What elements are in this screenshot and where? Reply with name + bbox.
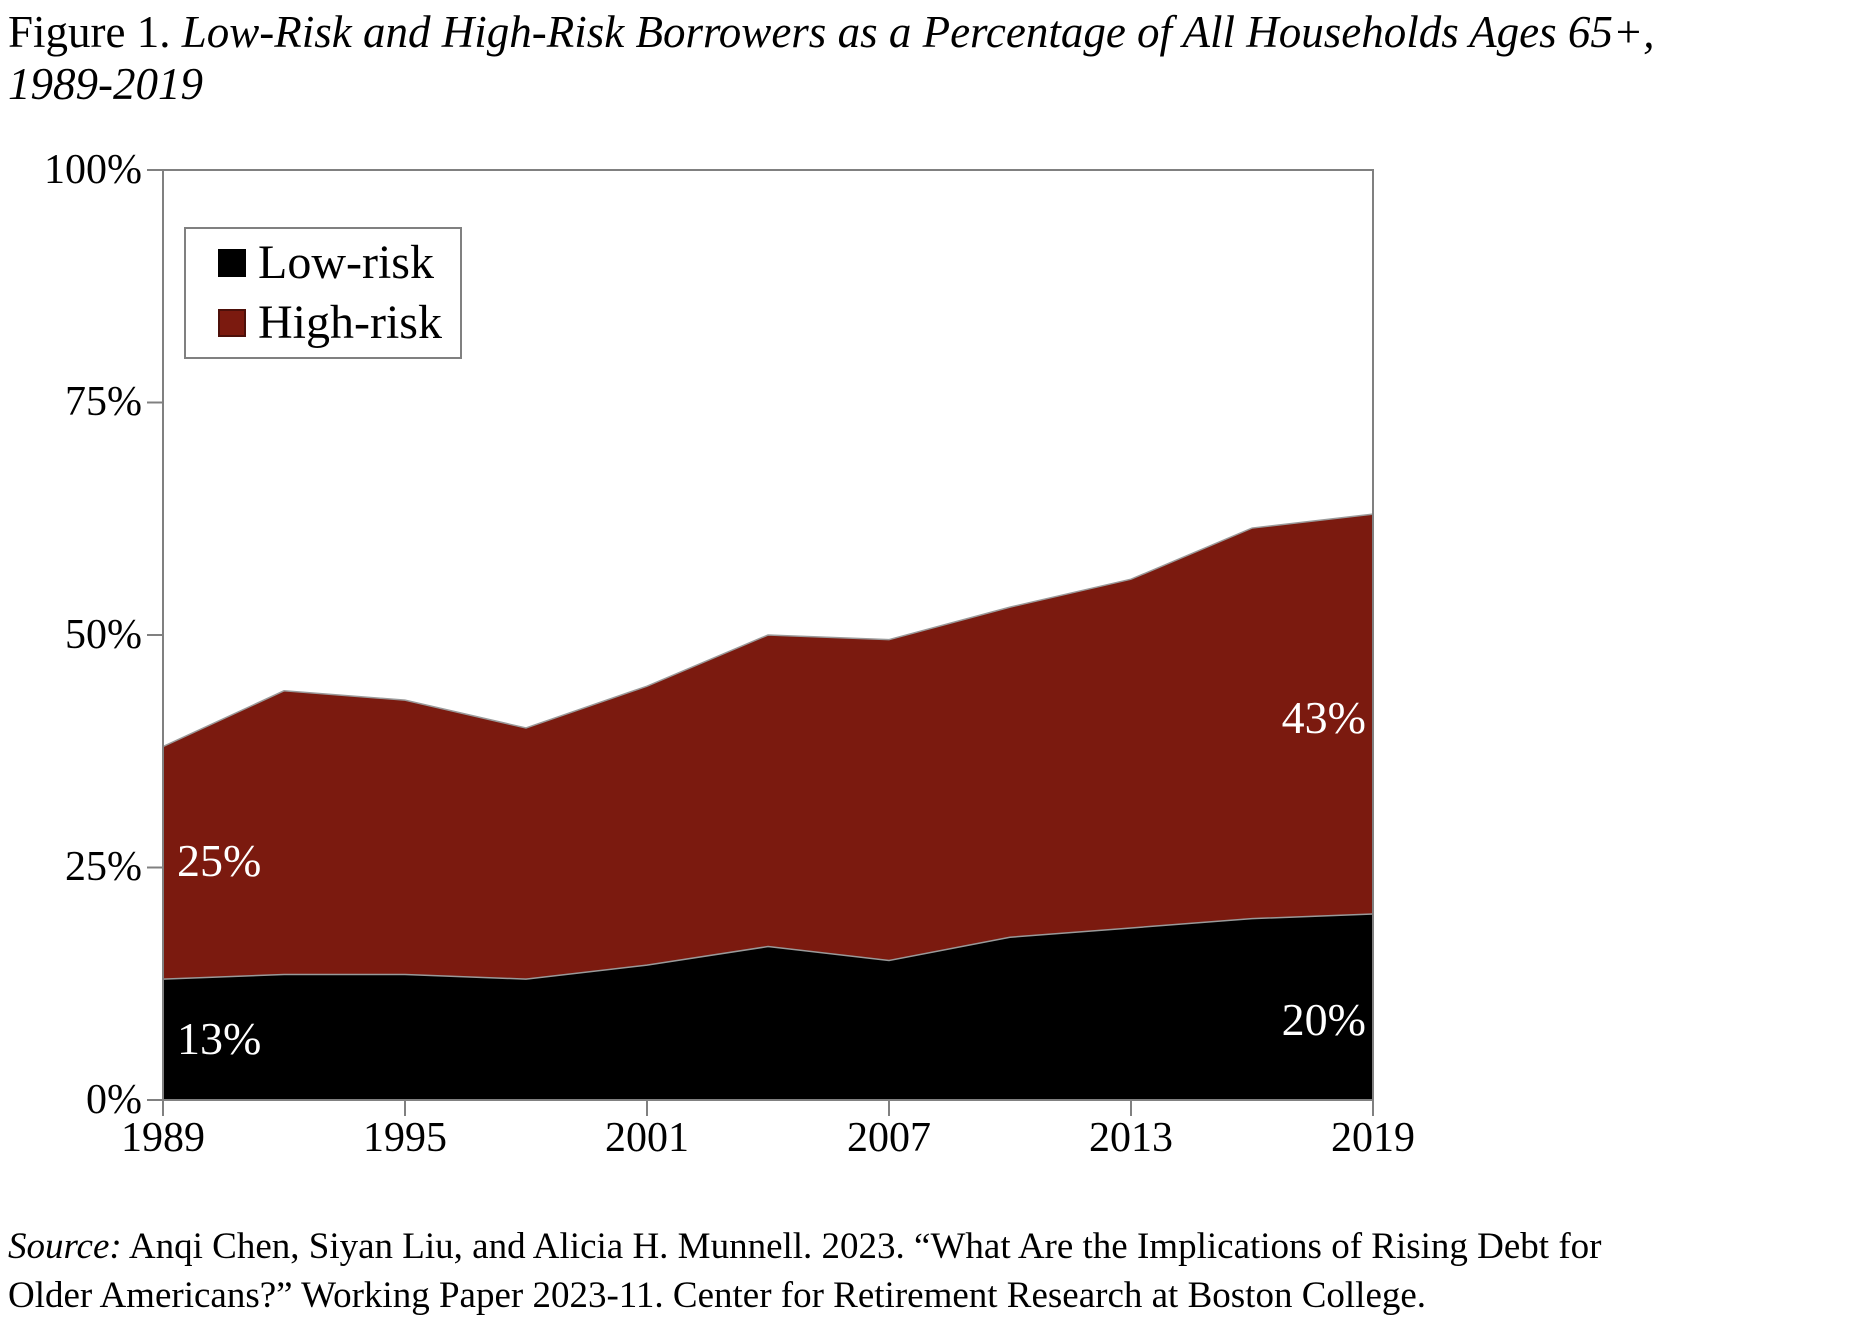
legend-item-high-risk: High-risk — [218, 298, 460, 348]
high-risk-area — [163, 514, 1373, 980]
y-axis-label-0: 0% — [86, 1077, 142, 1123]
source-note: Source: Anqi Chen, Siyan Liu, and Alicia… — [8, 1222, 1648, 1318]
x-axis-label-2019: 2019 — [1331, 1115, 1415, 1161]
legend: Low-risk High-risk — [184, 227, 462, 359]
legend-item-low-risk: Low-risk — [218, 238, 460, 288]
x-axis-label-2007: 2007 — [847, 1115, 931, 1161]
data-label-low-risk-1989: 13% — [177, 1013, 262, 1064]
figure-number: Figure 1. — [8, 7, 182, 57]
y-axis-label-50: 50% — [65, 612, 142, 658]
data-label-high-risk-2019: 43% — [1281, 692, 1366, 743]
x-axis-label-1989: 1989 — [121, 1115, 205, 1161]
high-risk-boundary-line — [162, 513, 1374, 748]
y-axis-label-75: 75% — [65, 379, 142, 425]
figure-title-line2: 1989-2019 — [8, 59, 203, 109]
x-axis-label-1995: 1995 — [363, 1115, 447, 1161]
high-risk-swatch-icon — [218, 309, 246, 337]
source-text: Anqi Chen, Siyan Liu, and Alicia H. Munn… — [8, 1226, 1602, 1316]
data-label-high-risk-1989: 25% — [177, 835, 262, 886]
data-label-low-risk-2019: 20% — [1281, 994, 1366, 1045]
low-risk-area — [163, 914, 1373, 1100]
figure-title-line1: Figure 1. Low-Risk and High-Risk Borrowe… — [8, 6, 1848, 58]
figure-title-text: Low-Risk and High-Risk Borrowers as a Pe… — [181, 7, 1655, 57]
y-axis-label-100: 100% — [44, 147, 142, 193]
legend-label-high-risk: High-risk — [258, 296, 442, 349]
legend-label-low-risk: Low-risk — [258, 236, 434, 289]
figure-title: Figure 1. Low-Risk and High-Risk Borrowe… — [8, 6, 1848, 110]
x-axis-label-2013: 2013 — [1089, 1115, 1173, 1161]
low-risk-swatch-icon — [218, 249, 246, 277]
source-prefix: Source: — [8, 1226, 122, 1267]
x-axis-label-2001: 2001 — [605, 1115, 689, 1161]
low-risk-boundary-line — [162, 913, 1374, 980]
y-axis-label-25: 25% — [65, 844, 142, 890]
